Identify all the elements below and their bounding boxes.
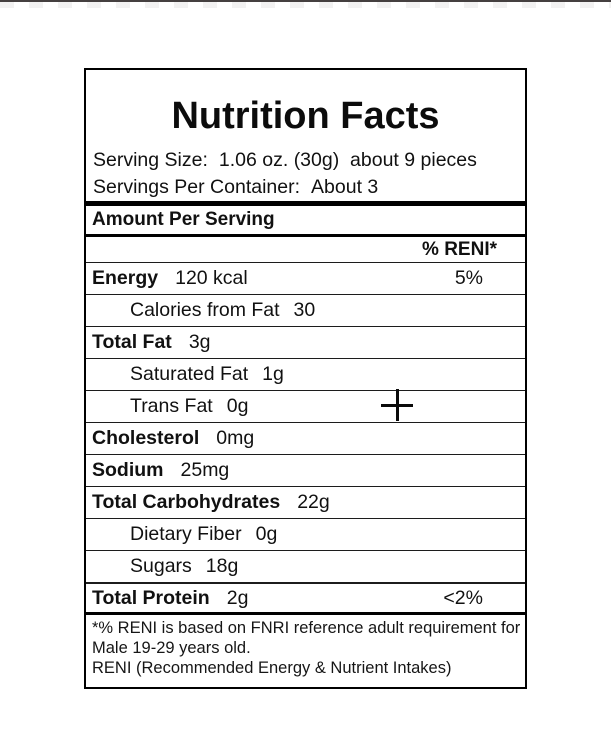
- nutrient-label: Trans Fat: [130, 395, 213, 417]
- percent-reni-header: % RENI*: [422, 238, 497, 260]
- nutrient-value: 1g: [262, 363, 284, 385]
- nutrient-row-total-carbohydrates: Total Carbohydrates 22g: [86, 487, 525, 519]
- nutrient-value: 120 kcal: [175, 267, 248, 289]
- nutrient-value: 18g: [205, 555, 239, 577]
- nutrient-label: Sodium: [92, 459, 164, 481]
- nutrient-value: 0mg: [216, 427, 255, 449]
- nutrient-row-trans-fat: Trans Fat 0g: [86, 391, 525, 423]
- nutrient-label: Dietary Fiber: [130, 523, 242, 545]
- nutrition-facts-label: Nutrition Facts Serving Size: 1.06 oz. (3…: [84, 68, 527, 689]
- servings-per-container-label: Servings Per Container:: [93, 176, 301, 198]
- nutrient-label: Total Protein: [92, 586, 210, 609]
- serving-size-label: Serving Size:: [93, 149, 208, 171]
- amount-per-serving-label: Amount Per Serving: [92, 209, 275, 230]
- nutrient-row-calories-from-fat: Calories from Fat 30: [86, 295, 525, 327]
- label-header: Nutrition Facts Serving Size: 1.06 oz. (3…: [86, 94, 525, 201]
- nutrient-label: Sugars: [130, 555, 192, 577]
- nutrient-value: 25mg: [180, 459, 230, 481]
- percent-reni-header-row: % RENI*: [86, 237, 525, 263]
- label-title: Nutrition Facts: [171, 95, 440, 137]
- nutrient-row-energy: Energy 120 kcal 5%: [86, 263, 525, 295]
- nutrient-row-total-protein: Total Protein 2g <2%: [86, 584, 525, 615]
- nutrient-value: 0g: [255, 523, 278, 545]
- nutrient-row-total-fat: Total Fat 3g: [86, 327, 525, 359]
- nutrient-label: Total Fat: [92, 331, 172, 353]
- footnote-line-3: RENI (Recommended Energy & Nutrient Inta…: [92, 659, 452, 677]
- screen-top-edge-line: [0, 0, 611, 2]
- reni-footnote: *% RENI is based on FNRI reference adult…: [86, 615, 525, 678]
- nutrient-row-cholesterol: Cholesterol 0mg: [86, 423, 525, 455]
- nutrient-value: 22g: [297, 491, 330, 513]
- nutrient-label: Total Carbohydrates: [92, 491, 281, 513]
- footnote-line-1: *% RENI is based on FNRI reference adult…: [92, 619, 521, 637]
- nutrient-row-dietary-fiber: Dietary Fiber 0g: [86, 519, 525, 551]
- serving-size-line: Serving Size: 1.06 oz. (30g) about 9 piec…: [93, 147, 519, 174]
- nutrient-row-saturated-fat: Saturated Fat 1g: [86, 359, 525, 391]
- nutrient-row-sodium: Sodium 25mg: [86, 455, 525, 487]
- nutrient-label: Cholesterol: [92, 427, 200, 449]
- nutrient-value: 2g: [226, 586, 249, 609]
- nutrient-percent: 5%: [454, 267, 483, 289]
- nutrient-label: Calories from Fat: [130, 299, 280, 321]
- nutrient-value: 30: [293, 299, 316, 321]
- amount-per-serving-bar: Amount Per Serving: [86, 201, 525, 237]
- serving-info: Serving Size: 1.06 oz. (30g) about 9 piec…: [92, 147, 519, 201]
- screen-top-edge-dots: [0, 2, 611, 8]
- nutrient-percent: <2%: [443, 586, 483, 609]
- nutrient-value: 3g: [188, 331, 211, 353]
- nutrient-row-sugars: Sugars 18g: [86, 551, 525, 584]
- nutrient-value: 0g: [226, 395, 249, 417]
- servings-per-container-value: About 3: [311, 176, 379, 198]
- servings-per-container-line: Servings Per Container: About 3: [93, 174, 519, 201]
- serving-size-value: 1.06 oz. (30g) about 9 pieces: [218, 149, 477, 171]
- footnote-line-2: Male 19-29 years old.: [92, 639, 251, 657]
- nutrient-label: Energy: [92, 267, 159, 289]
- nutrient-label: Saturated Fat: [130, 363, 249, 385]
- crosshair-cursor-vertical: [396, 389, 399, 421]
